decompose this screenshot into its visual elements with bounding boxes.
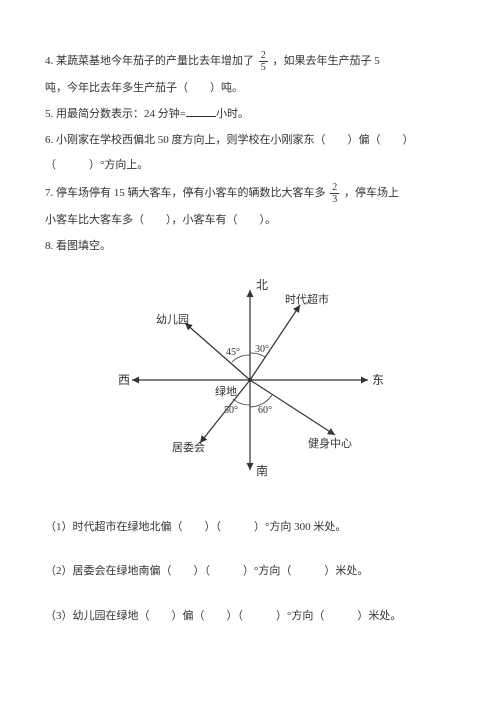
label-east: 东 xyxy=(372,373,384,387)
q4-prefix: 4. 某蔬菜基地今年茄子的产量比去年增加了 xyxy=(45,55,254,67)
label-south: 南 xyxy=(256,463,268,478)
label-gym: 健身中心 xyxy=(308,436,352,450)
label-committee: 居委会 xyxy=(172,441,205,454)
label-west: 西 xyxy=(118,373,130,387)
question-4: 4. 某蔬菜基地今年茄子的产量比去年增加了 2 5 ，如果去年生产茄子 5 xyxy=(45,50,455,73)
label-ang45: 45° xyxy=(226,347,240,358)
label-center: 绿地 xyxy=(215,384,237,398)
question-4-line2: 吨，今年比去年多生产茄子（ ）吨。 xyxy=(45,79,455,99)
question-6-line2: （ ）°方向上。 xyxy=(45,156,455,176)
question-5: 5. 用最简分数表示：24 分钟= 小时。 xyxy=(45,105,455,125)
label-ang50: 50° xyxy=(224,405,238,416)
label-ang30: 30° xyxy=(255,344,269,355)
label-kindergarten: 幼儿园 xyxy=(156,313,189,326)
label-north: 北 xyxy=(256,278,268,292)
fraction-2-3: 2 3 xyxy=(330,182,339,205)
compass-diagram: 北 南 东 西 绿地 幼儿园 时代超市 居委会 健身中心 45° 30° 50°… xyxy=(45,275,455,493)
q7-prefix: 7. 停车场停有 15 辆大客车，停有小客车的辆数比大客车多 xyxy=(45,187,326,199)
q8-sub1: （1）时代超市在绿地北偏（ ）（ ）°方向 300 米处。 xyxy=(45,518,455,538)
label-ang60: 60° xyxy=(258,405,272,416)
question-6-line1: 6. 小刚家在学校西偏北 50 度方向上，则学校在小刚家东（ ）偏（ ） xyxy=(45,131,455,151)
fraction-2-5: 2 5 xyxy=(259,50,268,73)
q7-suffix: ，停车场上 xyxy=(344,187,399,199)
diagram-svg: 北 南 东 西 绿地 幼儿园 时代超市 居委会 健身中心 45° 30° 50°… xyxy=(110,275,390,485)
question-7-line2: 小客车比大客车多（ ），小客车有（ ）。 xyxy=(45,211,455,231)
q8-sub2: （2）居委会在绿地南偏（ ）（ ）°方向（ ）米处。 xyxy=(45,562,455,582)
q5-text: 5. 用最简分数表示：24 分钟= xyxy=(45,108,186,120)
q8-sub3: （3）幼儿园在绿地（ ）偏（ ）（ ）°方向（ ）米处。 xyxy=(45,607,455,627)
label-supermarket: 时代超市 xyxy=(285,292,329,306)
question-8: 8. 看图填空。 xyxy=(45,237,455,257)
blank-input xyxy=(186,105,216,117)
question-7: 7. 停车场停有 15 辆大客车，停有小客车的辆数比大客车多 2 3 ，停车场上 xyxy=(45,182,455,205)
q4-mid: ，如果去年生产茄子 5 xyxy=(273,55,380,67)
q5-suffix: 小时。 xyxy=(216,108,249,120)
